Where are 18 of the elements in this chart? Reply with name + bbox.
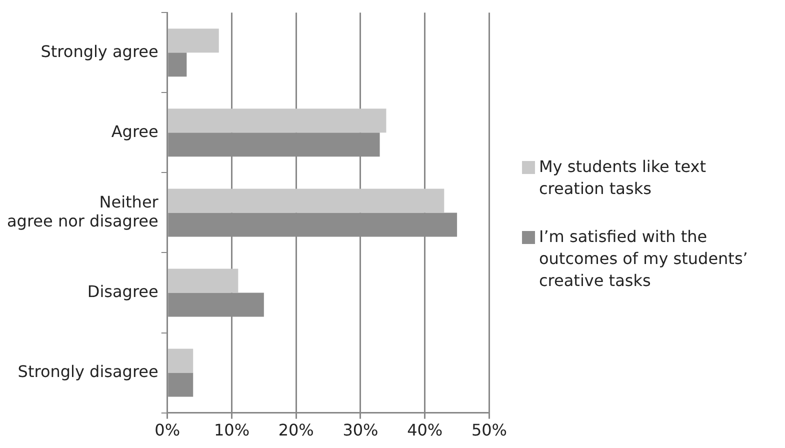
- y-tick-label: Disagree: [87, 282, 158, 301]
- bar: [168, 188, 444, 213]
- bar: [168, 348, 194, 373]
- legend-label: I’m satisfied with the outcomes of my students’ creative tasks: [539, 226, 749, 292]
- y-tick-label: Agree: [111, 122, 158, 141]
- x-tick-label: 10%: [214, 420, 250, 440]
- bar: [168, 108, 386, 133]
- bar: [168, 28, 219, 53]
- x-tick-label: 40%: [407, 420, 443, 440]
- y-tick-label: Neither agree nor disagree: [6, 192, 159, 230]
- x-tick-label: 0%: [154, 420, 180, 440]
- x-tick-label: 50%: [471, 420, 507, 440]
- bar: [168, 268, 238, 293]
- y-tick-label: Strongly disagree: [18, 362, 158, 381]
- y-tick-label: Strongly agree: [40, 42, 158, 61]
- x-tick-label: 20%: [278, 420, 314, 440]
- legend-label: My students like text creation tasks: [539, 156, 708, 200]
- x-tick-label: 30%: [342, 420, 378, 440]
